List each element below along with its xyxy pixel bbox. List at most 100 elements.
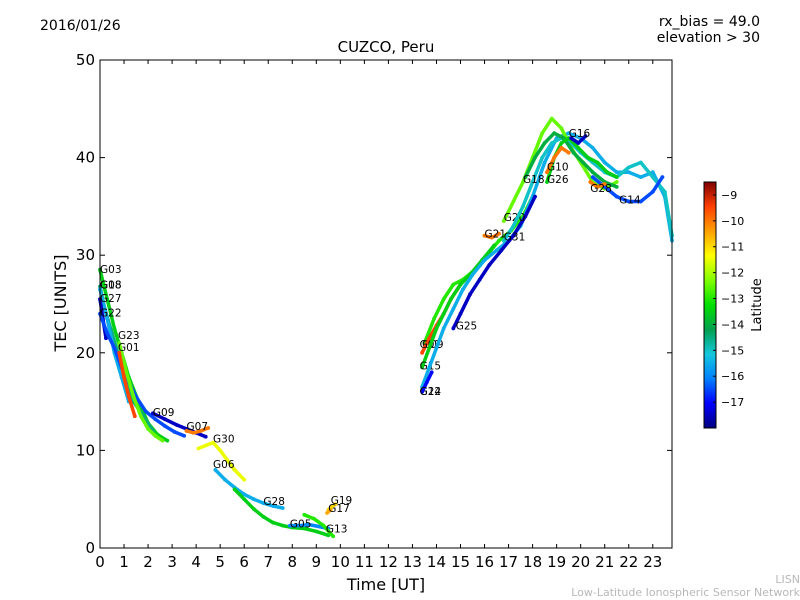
- data-point-g24: [427, 365, 432, 370]
- data-point-g28: [602, 182, 607, 186]
- data-point-g03: [105, 297, 110, 301]
- data-point-g16: [576, 141, 581, 145]
- data-point-g25: [477, 277, 482, 282]
- data-point-g30: [232, 468, 237, 472]
- satellite-label-g09: G09: [153, 407, 175, 419]
- data-point-g20: [614, 180, 619, 184]
- x-tick-label: 7: [263, 553, 273, 571]
- x-tick-label: 4: [191, 553, 201, 571]
- satellite-label-g01: G01: [118, 342, 140, 354]
- data-point-g07: [199, 429, 203, 433]
- data-point-g06: [242, 492, 247, 497]
- data-point-g09: [163, 417, 167, 422]
- data-point-g06: [271, 504, 275, 508]
- series-line-g18: [523, 131, 619, 189]
- data-point-g22: [172, 430, 177, 434]
- data-point-g03: [165, 438, 170, 443]
- data-point-g23: [146, 427, 151, 431]
- data-point-g24: [602, 160, 607, 165]
- data-point-g20: [511, 199, 516, 204]
- satellite-label-g19: G19: [331, 495, 353, 507]
- satellite-label-g08: G08: [100, 279, 122, 291]
- data-point-g26: [545, 180, 549, 184]
- series-line-g01: [117, 351, 137, 418]
- data-point-g09: [432, 316, 436, 321]
- data-point-g06: [261, 501, 266, 505]
- data-point-g24: [451, 307, 456, 311]
- data-point-g09: [451, 282, 456, 287]
- credit-acronym: LISN: [775, 573, 800, 586]
- axes: 0 1 2 3 4 5 6 7 8 9 10 11 12 13 14 15 16 17 18 19 20 21 22 2301…: [76, 51, 673, 571]
- colorbar-tick-label: −11: [721, 241, 744, 254]
- colorbar-tick-label: −9: [721, 189, 737, 202]
- y-tick-label: 40: [76, 149, 95, 167]
- y-tick-label: 0: [85, 539, 95, 557]
- data-point-g20: [549, 116, 554, 121]
- y-tick-label: 10: [76, 441, 95, 459]
- data-point-g22: [153, 417, 158, 422]
- data-point-g28: [261, 514, 266, 519]
- data-point-g31: [650, 175, 655, 180]
- x-tick-label: 23: [643, 553, 662, 571]
- data-point-g26: [576, 145, 581, 150]
- data-point-g24: [542, 160, 547, 165]
- x-tick-label: 20: [571, 553, 590, 571]
- x-tick-label: 11: [355, 553, 374, 571]
- x-tick-label: 21: [595, 553, 614, 571]
- data-point-g25: [511, 233, 516, 238]
- data-point-g18: [581, 160, 585, 165]
- x-tick-label: 12: [379, 553, 398, 571]
- data-point-g27: [104, 336, 108, 341]
- data-point-g09: [175, 423, 179, 427]
- data-point-g06: [280, 506, 285, 510]
- data-point-g14: [590, 175, 595, 180]
- data-point-g25: [451, 326, 456, 331]
- data-point-g24: [650, 170, 655, 175]
- data-point-g14: [614, 194, 619, 199]
- data-point-g22: [143, 409, 148, 414]
- data-point-g26: [586, 155, 590, 160]
- data-point-g23: [153, 433, 158, 438]
- data-point-g03: [112, 326, 117, 331]
- satellite-label-g14: G14: [619, 195, 641, 207]
- satellite-label-g31: G31: [504, 232, 526, 244]
- colorbar-label: Latitude: [750, 278, 765, 332]
- data-point-g26: [559, 141, 564, 145]
- satellite-label-g17: G17: [328, 503, 350, 515]
- data-point-g20: [501, 219, 506, 223]
- satellite-label-g27: G27: [100, 293, 122, 305]
- data-point-g18: [542, 141, 547, 145]
- data-point-g24: [494, 248, 499, 253]
- data-point-g24: [626, 170, 631, 175]
- x-tick-label: 14: [427, 553, 446, 571]
- data-point-g14: [650, 189, 655, 194]
- data-layer: G03G18G08G27G22G23G01G09G07G30G06G28G05G…: [98, 116, 674, 539]
- data-point-g15: [458, 282, 463, 287]
- data-point-g31: [521, 204, 525, 209]
- data-point-g07: [191, 430, 196, 435]
- data-point-g25: [487, 263, 492, 267]
- x-tick-label: 10: [331, 553, 350, 571]
- satellite-label-g07: G07: [187, 421, 209, 433]
- satellite-label-g06: G06: [213, 459, 235, 471]
- satellite-label-g13: G13: [326, 523, 348, 535]
- colorbar-tick-label: −16: [721, 370, 744, 383]
- data-point-g24: [461, 287, 465, 292]
- data-point-g19: [333, 502, 338, 506]
- data-point-g06: [223, 477, 227, 482]
- data-point-g22: [163, 424, 167, 428]
- satellite-label-g26: G26: [547, 174, 569, 186]
- data-point-g31: [662, 189, 667, 194]
- data-point-g28: [588, 180, 593, 184]
- data-point-g18: [533, 155, 537, 160]
- data-point-g10: [566, 150, 571, 155]
- data-point-g13: [302, 512, 307, 517]
- data-point-g09: [441, 297, 446, 301]
- data-point-g23: [117, 341, 122, 345]
- data-point-g28: [251, 507, 256, 511]
- data-point-g30: [211, 440, 215, 445]
- data-point-g28: [595, 185, 600, 189]
- data-point-g12: [420, 389, 424, 394]
- data-point-g31: [626, 165, 631, 170]
